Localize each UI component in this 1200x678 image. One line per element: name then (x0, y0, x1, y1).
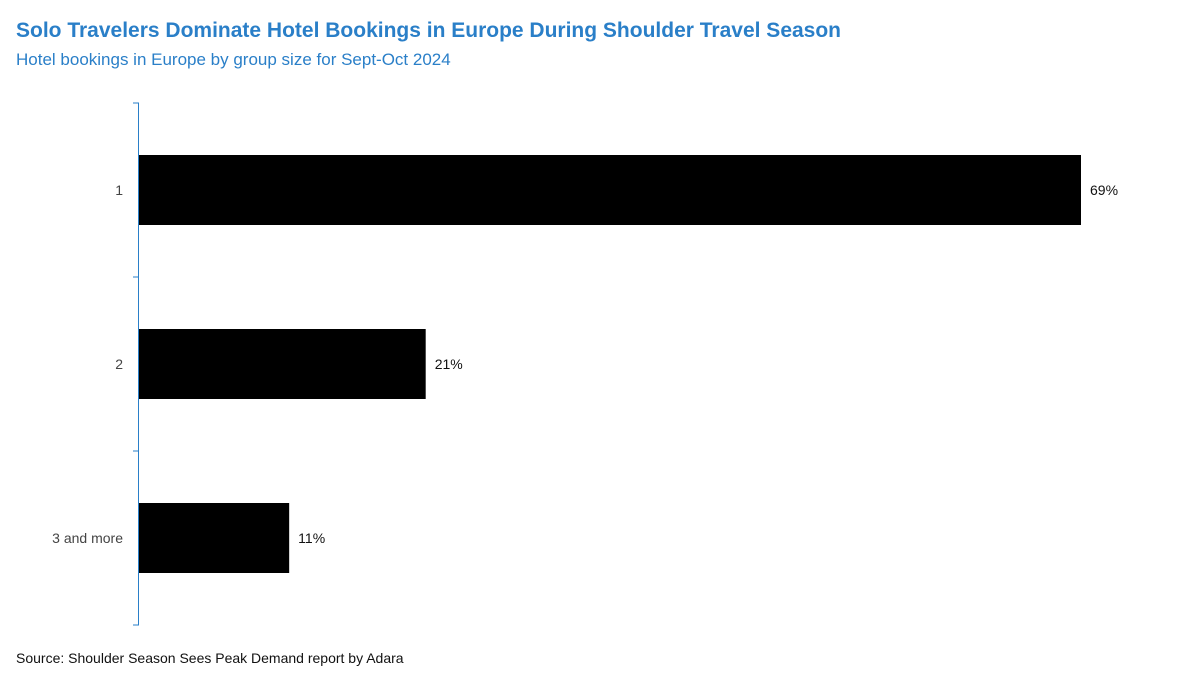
chart-subtitle: Hotel bookings in Europe by group size f… (16, 50, 451, 69)
bar (139, 329, 426, 399)
data-label: 21% (435, 356, 463, 372)
bar (139, 155, 1081, 225)
data-label: 69% (1090, 182, 1118, 198)
category-label: 2 (115, 356, 123, 372)
category-label: 1 (115, 182, 123, 198)
chart-title: Solo Travelers Dominate Hotel Bookings i… (16, 19, 842, 42)
source-note: Source: Shoulder Season Sees Peak Demand… (16, 650, 404, 666)
bar (139, 503, 290, 573)
data-label: 11% (298, 530, 325, 546)
category-label: 3 and more (52, 530, 123, 546)
